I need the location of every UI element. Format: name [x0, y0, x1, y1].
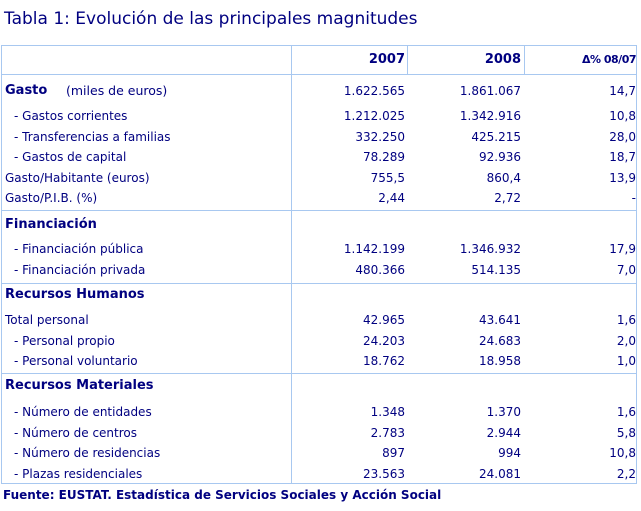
row-value: 897 [382, 446, 405, 460]
row-value: 2.783 [370, 426, 405, 440]
row-value: 78.289 [363, 150, 405, 164]
row-label: - Financiación privada [14, 263, 146, 277]
row-value: 1.346.932 [459, 242, 521, 256]
row-label: - Financiación pública [14, 242, 144, 256]
header-change-pct: Δ% 08/07 [582, 53, 637, 66]
row-value: 2.944 [486, 426, 521, 440]
row-value: 1,6 [616, 405, 636, 419]
header-divider [1, 74, 637, 75]
row-value: 1.348 [370, 405, 405, 419]
row-value: 18.958 [479, 354, 521, 368]
row-value: 10,8 [609, 109, 636, 123]
row-value: 1,0 [616, 354, 636, 368]
row-label: - Gastos de capital [14, 150, 127, 164]
row-value: 43.641 [479, 313, 521, 327]
row-value: 332.250 [355, 130, 405, 144]
row-label: - Personal propio [14, 334, 115, 348]
row-value: 2,0 [616, 334, 636, 348]
row-label: - Número de entidades [14, 405, 152, 419]
section-divider [1, 283, 637, 284]
row-value: 425.215 [471, 130, 521, 144]
section-divider [1, 373, 637, 374]
row-label: Total personal [5, 313, 89, 327]
row-value: 514.135 [471, 263, 521, 277]
row-value: 1.342.916 [459, 109, 521, 123]
section-title: Financiación [5, 217, 97, 232]
row-value: 7,0 [616, 263, 636, 277]
section-title: Recursos Materiales [5, 378, 154, 393]
row-value: 994 [498, 446, 521, 460]
row-label: - Plazas residenciales [14, 467, 143, 481]
table-title: Tabla 1: Evolución de las principales ma… [4, 9, 418, 29]
row-value: 23.563 [363, 467, 405, 481]
row-value: 480.366 [355, 263, 405, 277]
row-value: 1.142.199 [343, 242, 405, 256]
section-value: 1.622.565 [343, 84, 405, 98]
row-value: 24.203 [363, 334, 405, 348]
section-divider [1, 210, 637, 211]
row-value: 1.370 [486, 405, 521, 419]
section-title: Recursos Humanos [5, 287, 145, 302]
row-label: - Gastos corrientes [14, 109, 128, 123]
row-value: 17,9 [609, 242, 636, 256]
row-value: 24.081 [479, 467, 521, 481]
row-value: - [631, 191, 636, 205]
row-label: Gasto/Habitante (euros) [5, 171, 150, 185]
section-title: Gasto [5, 83, 48, 98]
section-value: 1.861.067 [459, 84, 521, 98]
row-value: 42.965 [363, 313, 405, 327]
row-label: - Transferencias a familias [14, 130, 171, 144]
header-divider-2007 [407, 45, 408, 75]
source-note: Fuente: EUSTAT. Estadística de Servicios… [3, 488, 442, 502]
data-table [1, 45, 637, 484]
row-value: 10,8 [609, 446, 636, 460]
row-value: 2,44 [378, 191, 405, 205]
row-label: - Número de centros [14, 426, 137, 440]
header-divider-2008 [524, 45, 525, 75]
row-value: 1.212.025 [343, 109, 405, 123]
row-value: 1,6 [616, 313, 636, 327]
row-value: 5,8 [616, 426, 636, 440]
header-2008: 2008 [484, 52, 521, 67]
header-2007: 2007 [368, 52, 405, 67]
section-subtitle: (miles de euros) [66, 83, 168, 98]
row-value: 18.762 [363, 354, 405, 368]
row-value: 28,0 [609, 130, 636, 144]
label-column-divider [291, 45, 292, 484]
row-value: 860,4 [486, 171, 521, 185]
row-label: - Personal voluntario [14, 354, 138, 368]
section-value: 14,7 [609, 84, 636, 98]
row-value: 18,7 [609, 150, 636, 164]
row-value: 92.936 [479, 150, 521, 164]
row-label: - Número de residencias [14, 446, 161, 460]
row-value: 13,9 [609, 171, 636, 185]
row-value: 2,2 [616, 467, 636, 481]
row-label: Gasto/P.I.B. (%) [5, 191, 98, 205]
row-value: 24.683 [479, 334, 521, 348]
row-value: 755,5 [370, 171, 405, 185]
row-value: 2,72 [494, 191, 521, 205]
